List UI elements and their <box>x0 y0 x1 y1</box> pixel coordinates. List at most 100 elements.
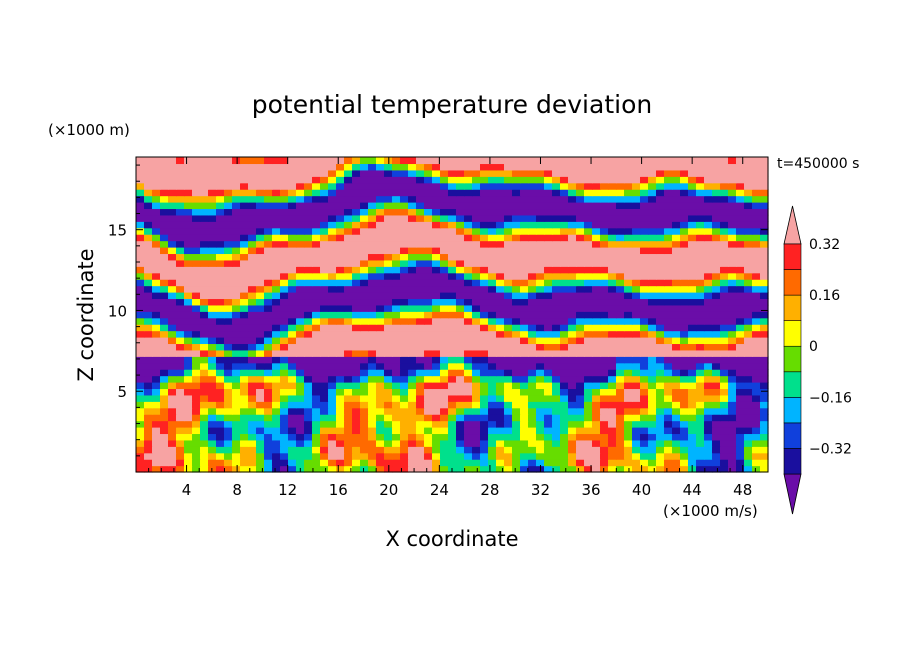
heatmap-cell <box>232 343 241 351</box>
heatmap-cell <box>520 182 529 190</box>
heatmap-cell <box>536 446 545 454</box>
heatmap-cell <box>336 221 345 229</box>
heatmap-cell <box>312 304 321 312</box>
heatmap-cell <box>144 433 153 441</box>
heatmap-cell <box>192 401 201 409</box>
heatmap-cell <box>232 285 241 293</box>
heatmap-cell <box>344 394 353 402</box>
heatmap-cell <box>624 414 633 422</box>
heatmap-cell <box>688 240 697 248</box>
heatmap-cell <box>272 459 281 467</box>
heatmap-cell <box>328 324 337 332</box>
heatmap-cell <box>688 362 697 370</box>
heatmap-cell <box>632 452 641 460</box>
heatmap-cell <box>144 169 153 177</box>
heatmap-cell <box>744 247 753 255</box>
heatmap-cell <box>512 337 521 345</box>
heatmap-cell <box>744 285 753 293</box>
heatmap-cell <box>520 214 529 222</box>
heatmap-cell <box>152 279 161 287</box>
heatmap-cell <box>744 337 753 345</box>
heatmap-cell <box>520 285 529 293</box>
heatmap-cell <box>192 337 201 345</box>
heatmap-cell <box>240 324 249 332</box>
heatmap-cell <box>360 163 369 171</box>
heatmap-cell <box>192 298 201 306</box>
heatmap-cell <box>296 227 305 235</box>
heatmap-cell <box>504 202 513 210</box>
heatmap-cell <box>568 176 577 184</box>
heatmap-cell <box>352 221 361 229</box>
heatmap-cell <box>648 182 657 190</box>
heatmap-cell <box>296 182 305 190</box>
heatmap-cell <box>448 157 457 165</box>
heatmap-cell <box>600 388 609 396</box>
heatmap-cell <box>704 285 713 293</box>
heatmap-cell <box>208 420 217 428</box>
heatmap-cell <box>576 259 585 267</box>
heatmap-cell <box>432 169 441 177</box>
colorbar-tick-label: −0.16 <box>809 390 852 406</box>
heatmap-cell <box>704 157 713 165</box>
heatmap-cell <box>512 240 521 248</box>
heatmap-cell <box>440 439 449 447</box>
heatmap-cell <box>664 407 673 415</box>
heatmap-cell <box>304 195 313 203</box>
heatmap-cell <box>632 401 641 409</box>
heatmap-cell <box>336 394 345 402</box>
heatmap-cell <box>304 298 313 306</box>
heatmap-cell <box>296 420 305 428</box>
heatmap-cell <box>272 189 281 197</box>
heatmap-cell <box>416 439 425 447</box>
heatmap-cell <box>712 298 721 306</box>
heatmap-cell <box>248 382 257 390</box>
heatmap-cell <box>704 459 713 467</box>
heatmap-cell <box>464 356 473 364</box>
heatmap-cell <box>728 375 737 383</box>
heatmap-cell <box>712 388 721 396</box>
heatmap-cell <box>312 169 321 177</box>
heatmap-cell <box>584 272 593 280</box>
heatmap-cell <box>584 234 593 242</box>
heatmap-cell <box>336 349 345 357</box>
heatmap-cell <box>576 420 585 428</box>
heatmap-cell <box>296 247 305 255</box>
heatmap-cell <box>328 208 337 216</box>
heatmap-cell <box>616 433 625 441</box>
heatmap-cell <box>640 452 649 460</box>
heatmap-cell <box>432 279 441 287</box>
heatmap-cell <box>624 189 633 197</box>
heatmap-cell <box>320 279 329 287</box>
heatmap-cell <box>728 388 737 396</box>
heatmap-cell <box>344 369 353 377</box>
heatmap-cell <box>720 292 729 300</box>
heatmap-cell <box>664 272 673 280</box>
heatmap-cell <box>144 214 153 222</box>
heatmap-cell <box>456 234 465 242</box>
heatmap-cell <box>464 452 473 460</box>
heatmap-cell <box>720 362 729 370</box>
heatmap-cell <box>696 189 705 197</box>
heatmap-cell <box>208 169 217 177</box>
heatmap-cell <box>416 234 425 242</box>
heatmap-cell <box>288 259 297 267</box>
heatmap-cell <box>160 234 169 242</box>
heatmap-cell <box>184 452 193 460</box>
heatmap-cell <box>584 169 593 177</box>
heatmap-cell <box>600 292 609 300</box>
heatmap-cell <box>328 304 337 312</box>
heatmap-cell <box>528 182 537 190</box>
heatmap-cell <box>584 208 593 216</box>
heatmap-cell <box>512 169 521 177</box>
heatmap-cell <box>728 298 737 306</box>
heatmap-cell <box>264 459 273 467</box>
heatmap-cell <box>760 227 769 235</box>
heatmap-cell <box>392 407 401 415</box>
heatmap-cell <box>344 427 353 435</box>
heatmap-cell <box>712 362 721 370</box>
heatmap-cell <box>208 330 217 338</box>
heatmap-cell <box>320 298 329 306</box>
heatmap-cell <box>680 285 689 293</box>
heatmap-cell <box>296 240 305 248</box>
heatmap-cell <box>552 465 561 473</box>
